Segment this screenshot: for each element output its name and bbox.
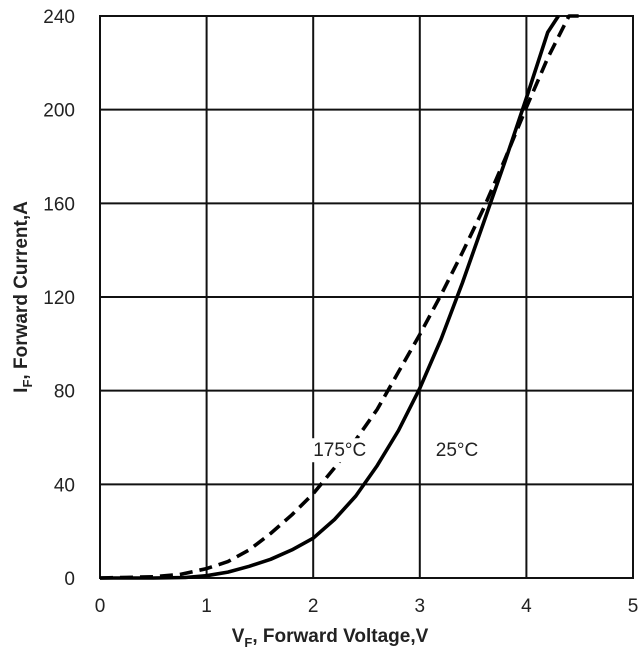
x-tick-label: 4	[521, 596, 532, 617]
annotations: 175°C 25°C	[307, 438, 484, 463]
annotation-background	[307, 438, 373, 463]
series-layer	[99, 14, 580, 580]
y-tick-label: 120	[43, 288, 75, 309]
x-tick-label: 5	[628, 596, 638, 617]
plot-frame	[99, 15, 634, 579]
tick-labels: 0 1 2 3 4 5 0 40 80 120 160 200 240	[43, 7, 638, 617]
y-tick-label: 40	[54, 475, 75, 496]
x-tick-label: 3	[415, 596, 426, 617]
y-tick-label: 80	[54, 382, 75, 403]
y-tick-label: 160	[43, 194, 75, 215]
y-axis-label: IF, Forward Current,A	[11, 201, 35, 393]
y-tick-label: 200	[43, 101, 75, 122]
y-tick-label: 240	[43, 7, 75, 28]
x-axis-label: VF, Forward Voltage,V	[232, 626, 429, 650]
series-line-25c	[100, 15, 560, 580]
series-line-175c	[99, 14, 580, 580]
annotation-label: 25°C	[436, 440, 478, 461]
x-tick-label: 1	[201, 596, 212, 617]
annotation-background	[429, 438, 484, 463]
x-tick-label: 0	[95, 596, 106, 617]
grid-lines	[99, 15, 634, 579]
x-tick-label: 2	[308, 596, 319, 617]
annotation-label: 175°C	[313, 440, 366, 461]
y-tick-label: 0	[64, 569, 75, 590]
